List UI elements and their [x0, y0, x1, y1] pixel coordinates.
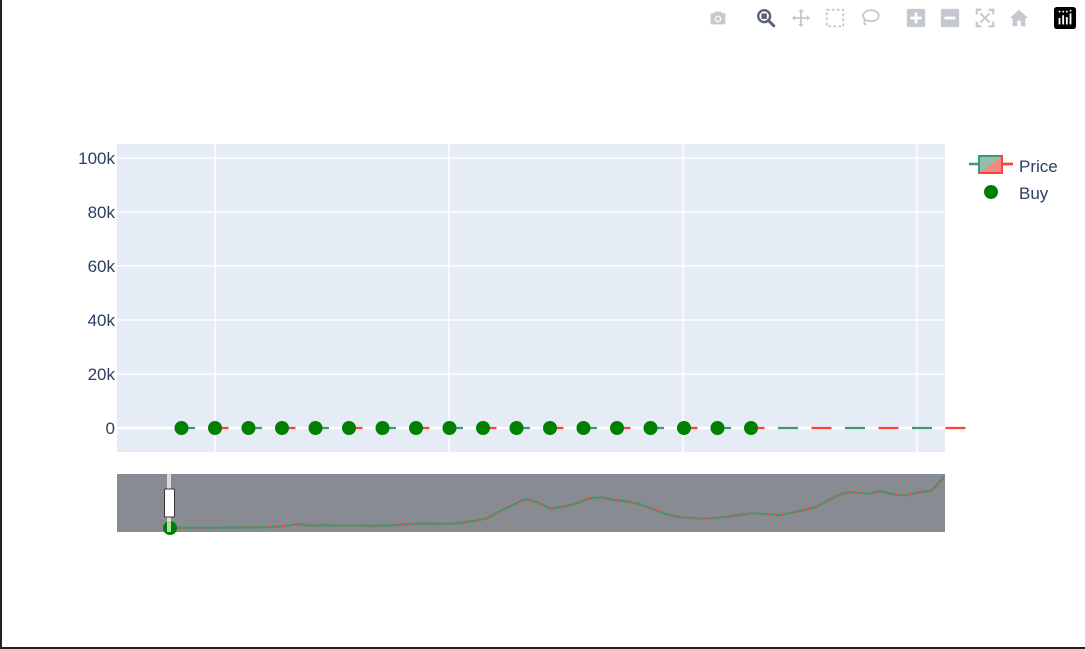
- buy-marker: [208, 421, 222, 435]
- buy-marker: [576, 421, 591, 435]
- buy-marker: [677, 421, 691, 435]
- range-slider-background: [117, 474, 945, 532]
- buy-marker: [610, 421, 624, 435]
- buy-marker: [509, 421, 524, 435]
- buy-marker: [308, 421, 323, 435]
- buy-series: [174, 421, 758, 435]
- camera-icon[interactable]: [704, 4, 732, 32]
- buy-marker: [375, 421, 390, 435]
- range-slider-price-line-down: [170, 476, 945, 529]
- legend-label-buy: Buy: [1019, 184, 1049, 203]
- plotly-logo-icon[interactable]: [1051, 4, 1079, 32]
- autoscale-icon[interactable]: [971, 4, 999, 32]
- plot-area[interactable]: [117, 144, 945, 452]
- legend: Price Buy: [969, 155, 1058, 203]
- buy-marker: [543, 421, 557, 435]
- box-select-icon[interactable]: [821, 4, 849, 32]
- reset-axes-icon[interactable]: [1005, 4, 1033, 32]
- zoom-out-icon[interactable]: [936, 4, 964, 32]
- pan-icon[interactable]: [787, 4, 815, 32]
- y-tick-label: 100k: [78, 149, 115, 168]
- buy-marker: [342, 421, 356, 435]
- buy-marker: [643, 421, 658, 435]
- range-slider[interactable]: [117, 474, 945, 535]
- buy-marker: [476, 421, 490, 435]
- legend-label-price: Price: [1019, 157, 1058, 176]
- lasso-select-icon[interactable]: [856, 4, 884, 32]
- zoom-icon[interactable]: [752, 4, 780, 32]
- y-tick-label: 60k: [88, 257, 116, 276]
- buy-marker: [241, 421, 256, 435]
- y-tick-label: 20k: [88, 365, 116, 384]
- buy-marker: [275, 421, 289, 435]
- y-axis: 100k 80k 60k 40k 20k 0: [78, 149, 115, 438]
- plot-background: [117, 144, 945, 452]
- buy-marker: [744, 421, 758, 435]
- buy-marker: [710, 421, 725, 435]
- buy-marker: [442, 421, 457, 435]
- buy-marker: [409, 421, 423, 435]
- y-tick-label: 40k: [88, 311, 116, 330]
- y-tick-label: 0: [106, 419, 115, 438]
- legend-item-buy[interactable]: Buy: [984, 184, 1049, 203]
- zoom-in-icon[interactable]: [902, 4, 930, 32]
- y-tick-label: 80k: [88, 203, 116, 222]
- legend-item-price[interactable]: Price: [969, 155, 1058, 176]
- buy-marker: [174, 421, 189, 435]
- range-slider-handle[interactable]: [164, 488, 175, 518]
